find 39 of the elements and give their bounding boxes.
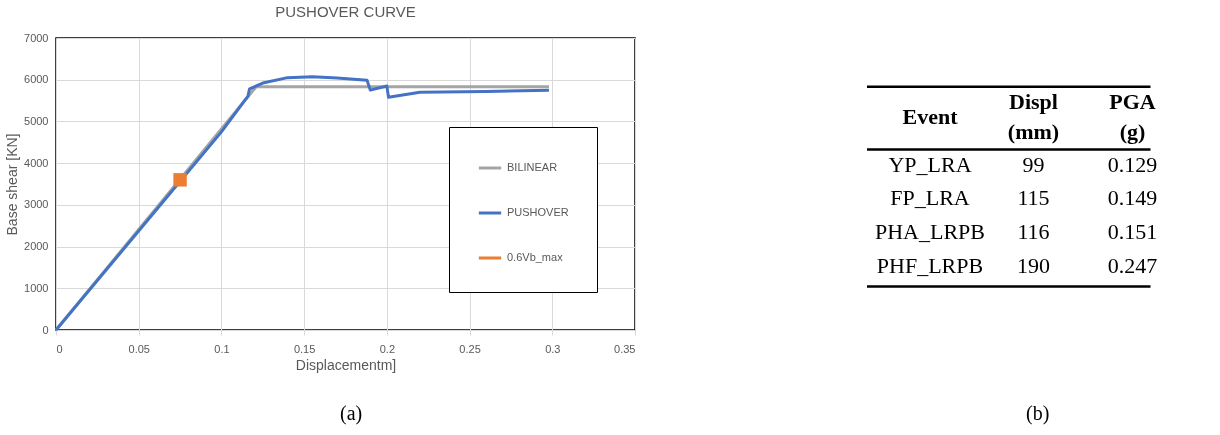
x-tick-label: 0.25	[459, 342, 481, 355]
category-label: PHA_LRPB	[874, 219, 986, 245]
text: (a)	[340, 402, 363, 425]
y-tick-label: 3000	[24, 198, 49, 211]
data-label: 0.247	[1107, 253, 1158, 279]
y-tick-label: 5000	[24, 114, 49, 127]
x-tick-label: 0	[56, 342, 63, 355]
x-tick-label: 0.15	[293, 342, 316, 355]
text: Event	[902, 104, 959, 130]
data-label: 0.151	[1107, 219, 1158, 245]
legend-label: 0.6Vb_max	[507, 251, 564, 263]
legend-label: PUSHOVER	[507, 206, 569, 218]
x-tick-label: 0.3	[545, 342, 561, 355]
data-label: 99	[1022, 151, 1045, 177]
y-axis-title: Base shear [KN]	[4, 133, 21, 236]
x-tick-label: 0.35	[614, 342, 636, 355]
data-label: 190	[1017, 253, 1050, 279]
data-label: 0.129	[1107, 151, 1158, 177]
x-tick-label: 0.2	[379, 342, 396, 355]
x-axis-title: Displacementm]	[295, 356, 397, 373]
category-label: FP_LRA	[890, 185, 970, 211]
x-tick-label: 0.1	[214, 342, 230, 355]
category-label: PHF_LRPB	[876, 253, 984, 279]
data-label: 0.149	[1107, 185, 1158, 211]
data-label: 115	[1017, 185, 1050, 211]
text: (b)	[1026, 402, 1050, 425]
y-tick-label: 6000	[24, 73, 49, 86]
y-tick-label: 1000	[24, 281, 49, 294]
y-tick-label: 7000	[24, 31, 49, 44]
data-label: 116	[1017, 219, 1050, 245]
y-tick-label: 4000	[24, 156, 49, 169]
legend-label: BILINEAR	[507, 161, 558, 173]
x-tick-label: 0.05	[128, 342, 150, 355]
chart-title: PUSHOVER CURVE	[275, 3, 416, 20]
y-tick-label: 2000	[24, 240, 49, 253]
series-label: Displ (mm)	[1007, 89, 1060, 145]
y-tick-label: 0	[42, 323, 49, 336]
text: PGA (g)	[1109, 89, 1156, 145]
category-label: YP_LRA	[888, 151, 972, 177]
